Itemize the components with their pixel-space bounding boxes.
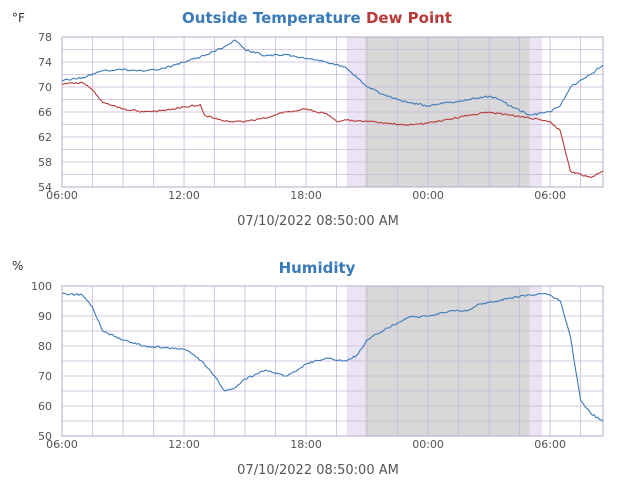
- humidity-chart-title: Humidity: [279, 259, 356, 277]
- temperature-x-tick-1: 12:00: [168, 189, 200, 202]
- temperature-x-tick-4: 06:00: [534, 189, 566, 202]
- humidity-plot-border: [61, 285, 604, 437]
- temperature-timestamp: 07/10/2022 08:50:00 AM: [237, 214, 399, 229]
- humidity-timestamp: 07/10/2022 08:50:00 AM: [237, 463, 399, 478]
- humidity-x-tick-1: 12:00: [168, 438, 200, 451]
- temperature-y-tick-5: 74: [38, 56, 52, 69]
- humidity-y-tick-3: 80: [38, 340, 52, 353]
- temperature-plot-area: 54 58 62 66 70 74 78 06:00 12:00 18:00 00:00 06:00: [38, 31, 604, 202]
- humidity-chart: Humidity % 50 60 70 80 90 100 06:00 12:00 18:00 0…: [12, 259, 604, 478]
- temperature-x-tick-0: 06:00: [46, 189, 78, 202]
- temperature-y-tick-0: 54: [38, 181, 52, 194]
- temperature-chart-title: Outside Temperature Dew Point: [182, 9, 452, 27]
- title-dew-point: Dew Point: [366, 9, 452, 27]
- temperature-chart: Outside Temperature Dew Point °F 54 58 62 6…: [12, 9, 604, 229]
- humidity-unit-label: %: [12, 259, 23, 273]
- humidity-y-tick-1: 60: [38, 400, 52, 413]
- humidity-y-tick-4: 90: [38, 310, 52, 323]
- temperature-plot-border: [61, 36, 604, 188]
- title-outside-temperature: Outside Temperature: [182, 9, 361, 27]
- humidity-plot-area: 50 60 70 80 90 100 06:00 12:00 18:00 00:00 06:00: [31, 280, 604, 451]
- temperature-x-tick-2: 18:00: [290, 189, 322, 202]
- humidity-y-tick-2: 70: [38, 370, 52, 383]
- temperature-x-tick-3: 00:00: [412, 189, 444, 202]
- humidity-x-tick-4: 06:00: [534, 438, 566, 451]
- temperature-y-tick-4: 70: [38, 81, 52, 94]
- humidity-y-tick-5: 100: [31, 280, 52, 293]
- humidity-x-tick-3: 00:00: [412, 438, 444, 451]
- title-humidity: Humidity: [279, 259, 356, 277]
- temperature-y-tick-6: 78: [38, 31, 52, 44]
- temperature-y-tick-1: 58: [38, 156, 52, 169]
- temperature-y-tick-3: 66: [38, 106, 52, 119]
- humidity-x-tick-2: 18:00: [290, 438, 322, 451]
- dew-point-series-line: [61, 81, 604, 179]
- temperature-y-tick-2: 62: [38, 131, 52, 144]
- humidity-x-tick-0: 06:00: [46, 438, 78, 451]
- temperature-unit-label: °F: [12, 11, 25, 25]
- humidity-y-tick-0: 50: [38, 430, 52, 443]
- humidity-series-line: [61, 292, 604, 422]
- outside-temperature-series-line: [61, 39, 604, 116]
